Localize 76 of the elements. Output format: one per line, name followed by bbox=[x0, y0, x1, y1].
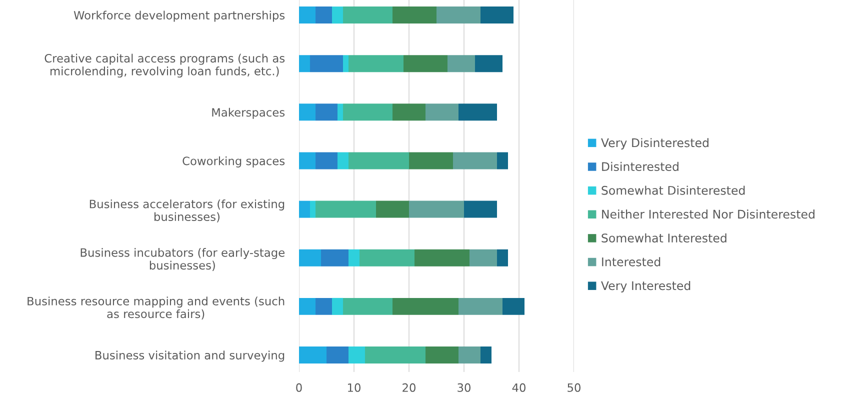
bar bbox=[310, 55, 343, 72]
bar bbox=[470, 249, 497, 266]
bar bbox=[348, 55, 404, 72]
legend-label: Interested bbox=[602, 257, 660, 266]
bar bbox=[392, 298, 458, 315]
bar bbox=[316, 152, 338, 170]
bar bbox=[299, 249, 321, 266]
bar bbox=[426, 346, 458, 364]
x-tick-label: 20 bbox=[402, 383, 416, 392]
bar bbox=[348, 346, 365, 364]
x-tick-label: 10 bbox=[348, 383, 360, 392]
bar bbox=[343, 55, 348, 72]
bar bbox=[299, 298, 316, 315]
bar bbox=[332, 298, 343, 315]
bar bbox=[497, 152, 508, 170]
x-tick-label: 50 bbox=[568, 383, 580, 392]
bar bbox=[326, 346, 348, 364]
bar bbox=[343, 104, 392, 121]
bar bbox=[348, 152, 409, 170]
bar bbox=[458, 298, 502, 315]
bar bbox=[316, 200, 376, 218]
bar bbox=[436, 6, 480, 24]
legend-label: Somewhat Interested bbox=[602, 233, 726, 242]
bar bbox=[360, 249, 414, 266]
bar bbox=[392, 6, 436, 24]
bar bbox=[453, 152, 497, 170]
bar bbox=[299, 6, 316, 24]
bar bbox=[299, 346, 326, 364]
legend-label: Disinterested bbox=[602, 162, 678, 172]
bar bbox=[480, 6, 514, 24]
bar bbox=[299, 152, 316, 170]
legend-label: Neither Interested Nor Disinterested bbox=[602, 210, 814, 219]
y-tick-label: Business resource mapping and events (such as resource fairs) bbox=[28, 296, 284, 320]
bar bbox=[338, 104, 343, 121]
bar bbox=[316, 298, 332, 315]
y-tick-label: Makerspaces bbox=[212, 108, 285, 119]
bar bbox=[332, 6, 343, 24]
bar bbox=[299, 104, 316, 121]
y-tick-label: Business accelerators (for existing businesses) bbox=[90, 199, 284, 222]
legend-label: Very Interested bbox=[601, 281, 690, 292]
bar bbox=[480, 346, 492, 364]
y-tick-label: Business visitation and surveying bbox=[96, 350, 284, 362]
bar bbox=[458, 346, 480, 364]
bar bbox=[299, 55, 310, 72]
x-tick-label: 0 bbox=[296, 383, 302, 392]
bar bbox=[321, 249, 348, 266]
bar bbox=[310, 200, 316, 218]
bar bbox=[464, 200, 497, 218]
bar bbox=[338, 152, 348, 170]
bar bbox=[475, 55, 502, 72]
x-tick-label: 30 bbox=[458, 383, 470, 392]
bar bbox=[409, 152, 453, 170]
bar bbox=[343, 6, 392, 24]
bar bbox=[409, 200, 464, 218]
y-tick-label: Coworking spaces bbox=[182, 156, 285, 168]
bar bbox=[414, 249, 470, 266]
y-tick-label: Business incubators (for early-stage businesses) bbox=[80, 248, 285, 271]
y-tick-label: Creative capital access programs (such as microlending, revolving loan funds, etc.) bbox=[44, 54, 285, 78]
bar bbox=[299, 200, 310, 218]
bar bbox=[426, 104, 458, 121]
bar bbox=[365, 346, 426, 364]
bar bbox=[343, 298, 392, 315]
bar bbox=[448, 55, 475, 72]
x-tick-label: 40 bbox=[512, 383, 526, 392]
bar bbox=[458, 104, 497, 121]
bar bbox=[376, 200, 409, 218]
bar bbox=[497, 249, 508, 266]
legend-label: Very Disinterested bbox=[601, 138, 708, 150]
bar bbox=[316, 6, 332, 24]
y-tick-label: Workforce development partnerships bbox=[74, 10, 285, 22]
bar bbox=[404, 55, 448, 72]
legend-label: Somewhat Disinterested bbox=[602, 186, 745, 195]
bar bbox=[502, 298, 524, 315]
bar bbox=[348, 249, 360, 266]
bar bbox=[392, 104, 426, 121]
bar bbox=[316, 104, 338, 121]
